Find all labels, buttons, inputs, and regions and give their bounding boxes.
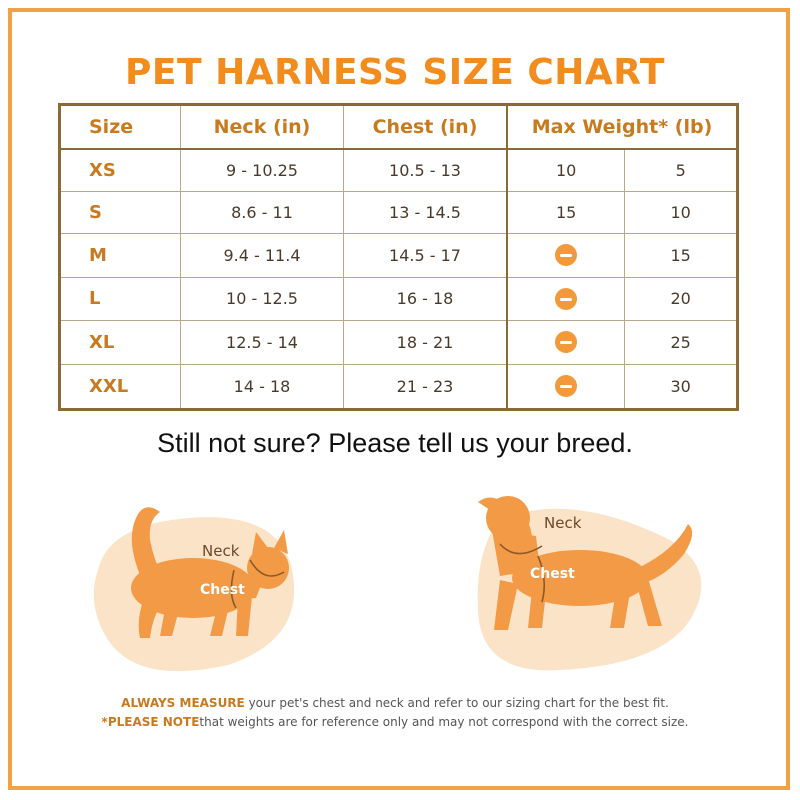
table-row: XXL 14 - 18 21 - 23 30 [59,363,738,411]
weight-cell: 20 [624,276,738,322]
footnotes: ALWAYS MEASURE your pet's chest and neck… [0,694,790,732]
weight-cell: 15 [506,191,626,234]
dog-neck-line [499,543,543,555]
breed-prompt: Still not sure? Please tell us your bree… [157,428,633,458]
weight-cell [506,320,626,365]
chest-cell: 21 - 23 [343,363,508,411]
minus-circle-icon [555,287,578,310]
cat-illustration: Neck Chest [93,507,295,672]
dog-illustration: Neck Chest [477,496,702,671]
size-cell: XS [59,148,181,193]
minus-circle-icon [555,331,578,354]
size-table: Size Neck (in) Chest (in) Max Weight* (l… [58,103,739,411]
neck-cell: 8.6 - 11 [180,191,344,234]
measure-note-text: your pet's chest and neck and refer to o… [244,696,669,710]
cat-chest-label: Chest [200,582,245,598]
header-size: Size [59,104,181,150]
dog-chest-line [537,555,546,603]
neck-cell: 10 - 12.5 [180,276,344,322]
neck-cell: 9 - 10.25 [180,148,344,193]
cat-chest-line [230,569,237,609]
cat-neck-label: Neck [202,542,240,560]
weight-cell: 25 [624,320,738,365]
weight-cell: 10 [624,191,738,234]
measure-note: ALWAYS MEASURE your pet's chest and neck… [0,694,790,713]
table-row: L 10 - 12.5 16 - 18 20 [59,276,738,322]
table-header-row: Size Neck (in) Chest (in) Max Weight* (l… [59,104,738,150]
size-cell: L [59,276,181,322]
header-chest: Chest (in) [343,104,508,150]
chest-cell: 16 - 18 [343,276,508,322]
size-cell: XXL [59,363,181,411]
size-cell: S [59,191,181,234]
minus-circle-icon [555,244,578,267]
header-max-weight: Max Weight* (lb) [506,104,738,150]
size-cell: XL [59,320,181,365]
neck-cell: 12.5 - 14 [180,320,344,365]
dog-icon [478,496,693,630]
weight-cell [506,276,626,322]
table-row: S 8.6 - 11 13 - 14.5 15 10 [59,191,738,234]
table-row: XS 9 - 10.25 10.5 - 13 10 5 [59,148,738,193]
chest-cell: 13 - 14.5 [343,191,508,234]
page-title: PET HARNESS SIZE CHART [125,52,665,93]
weight-note-bold: *PLEASE NOTE [101,715,200,729]
table-row: XL 12.5 - 14 18 - 21 25 [59,320,738,365]
weight-note-text: that weights are for reference only and … [199,715,689,729]
neck-cell: 14 - 18 [180,363,344,411]
chest-cell: 10.5 - 13 [343,148,508,193]
cat-neck-line [249,559,285,577]
minus-circle-icon [555,375,578,398]
measure-note-bold: ALWAYS MEASURE [121,696,245,710]
weight-cell: 15 [624,233,738,278]
dog-neck-label: Neck [544,514,582,532]
dog-chest-label: Chest [530,566,575,582]
weight-note: *PLEASE NOTEthat weights are for referen… [0,713,790,732]
weight-cell [506,363,626,411]
cat-icon [131,507,289,638]
header-neck: Neck (in) [180,104,344,150]
neck-cell: 9.4 - 11.4 [180,233,344,278]
weight-cell: 30 [624,363,738,411]
weight-cell [506,233,626,278]
weight-cell: 5 [624,148,738,193]
weight-cell: 10 [506,148,626,193]
chest-cell: 14.5 - 17 [343,233,508,278]
size-cell: M [59,233,181,278]
table-row: M 9.4 - 11.4 14.5 - 17 15 [59,233,738,278]
chest-cell: 18 - 21 [343,320,508,365]
